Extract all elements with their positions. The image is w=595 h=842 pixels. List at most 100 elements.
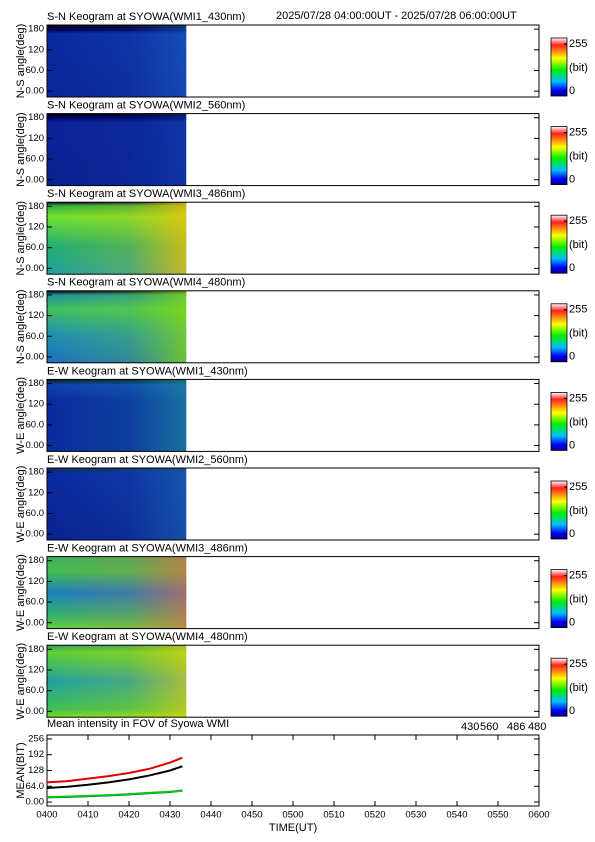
colorbar-tick-label: 0 [569, 705, 575, 717]
legend-entry: 486 [507, 721, 525, 733]
y-axis-label: W-E angle(deg) [15, 377, 27, 454]
keogram-image-shade [47, 290, 187, 363]
colorbar-label: (bit) [569, 62, 588, 74]
y-tick-label: 0.00 [26, 86, 45, 97]
y-tick-label: 192 [28, 749, 44, 760]
y-tick-label: 60.0 [26, 154, 45, 165]
y-tick-label: 60.0 [26, 331, 45, 342]
y-axis-label: W-E angle(deg) [15, 554, 27, 631]
y-tick-label: 64.0 [26, 781, 45, 792]
series-line [46, 765, 183, 790]
legend-entry: 430 [461, 721, 479, 733]
x-tick-label: 0400 [36, 810, 57, 821]
y-tick-label: 256 [28, 733, 44, 744]
plot-frame [46, 24, 540, 98]
y-tick-label: 180 [28, 112, 44, 123]
keogram-image-shade [47, 202, 187, 275]
colorbar-label: (bit) [569, 151, 588, 163]
plot-frame [46, 290, 540, 364]
y-tick-label: 120 [28, 222, 44, 233]
y-tick-label: 180 [28, 378, 44, 389]
colorbar-tick-label: 0 [569, 617, 575, 629]
x-tick-label: 0500 [282, 810, 303, 821]
colorbar-tick-label: 0 [569, 351, 575, 363]
y-tick-label: 0.00 [26, 263, 45, 274]
colorbar [550, 214, 568, 274]
panel-title: S-N Keogram at SYOWA(WMI2_560nm) [47, 100, 245, 112]
y-tick-label: 60.0 [26, 419, 45, 430]
colorbar-tick-label: 0 [569, 262, 575, 274]
y-tick-label: 0.00 [26, 706, 45, 717]
series-line [46, 756, 183, 784]
x-tick-label: 0430 [159, 810, 180, 821]
y-tick-label: 0.00 [26, 440, 45, 451]
plot-frame [46, 556, 540, 630]
x-tick-label: 0520 [364, 810, 385, 821]
colorbar-tick-label: 255 [569, 392, 587, 404]
y-tick-label: 128 [28, 765, 44, 776]
y-tick-label: 60.0 [26, 242, 45, 253]
y-axis-label: N-S angle(deg) [15, 24, 27, 99]
x-tick-label: 0600 [528, 810, 549, 821]
panel-title: E-W Keogram at SYOWA(WMI3_486nm) [47, 543, 248, 555]
y-tick-label: 0.00 [26, 797, 45, 808]
panel-title: S-N Keogram at SYOWA(WMI3_486nm) [47, 188, 245, 200]
colorbar-label: (bit) [569, 239, 588, 251]
panel-title: S-N Keogram at SYOWA(WMI4_480nm) [47, 277, 245, 289]
y-tick-label: 120 [28, 133, 44, 144]
colorbar [550, 480, 568, 540]
colorbar-tick-label: 255 [569, 570, 587, 582]
plot-frame [46, 201, 540, 275]
keogram-image-shade [47, 113, 187, 186]
keogram-image-shade [47, 379, 187, 452]
colorbar [550, 37, 568, 97]
y-tick-label: 120 [28, 487, 44, 498]
colorbar [550, 126, 568, 185]
y-tick-label: 0.00 [26, 529, 45, 540]
colorbar [550, 303, 568, 363]
y-axis-label: N-S angle(deg) [15, 290, 27, 365]
colorbar-label: (bit) [569, 416, 588, 428]
y-tick-label: 120 [28, 44, 44, 55]
y-axis-label: W-E angle(deg) [15, 643, 27, 720]
colorbar-label: (bit) [569, 682, 588, 694]
x-tick-label: 0410 [77, 810, 98, 821]
colorbar-tick-label: 255 [569, 658, 587, 670]
keogram-image-shade [47, 468, 187, 540]
y-tick-label: 60.0 [26, 597, 45, 608]
x-tick-label: 0450 [241, 810, 262, 821]
y-tick-label: 180 [28, 289, 44, 300]
legend-entry: 480 [528, 721, 546, 733]
y-tick-label: 180 [28, 24, 44, 35]
series-line [46, 789, 183, 799]
x-tick-label: 0510 [323, 810, 344, 821]
x-tick-label: 0540 [446, 810, 467, 821]
colorbar-tick-label: 255 [569, 215, 587, 227]
time-range: 2025/07/28 04:00:00UT - 2025/07/28 06:00… [276, 10, 517, 22]
panel-title: Mean intensity in FOV of Syowa WMI [47, 718, 229, 730]
plot-frame [46, 644, 540, 718]
panel-title: S-N Keogram at SYOWA(WMI1_430nm) [47, 11, 245, 23]
y-axis-label: MEAN(BIT) [15, 742, 27, 798]
plot-frame [46, 378, 540, 452]
y-tick-label: 0.00 [26, 351, 45, 362]
colorbar [550, 569, 568, 628]
x-tick-label: 0550 [487, 810, 508, 821]
colorbar-tick-label: 0 [569, 174, 575, 186]
y-tick-label: 0.00 [26, 174, 45, 185]
keogram-image-shade [47, 556, 187, 629]
y-axis-label: N-S angle(deg) [15, 112, 27, 187]
panel-title: E-W Keogram at SYOWA(WMI2_560nm) [47, 454, 248, 466]
y-tick-label: 180 [28, 201, 44, 212]
x-tick-label: 0440 [200, 810, 221, 821]
y-tick-label: 120 [28, 576, 44, 587]
plot-frame [46, 467, 540, 541]
colorbar-tick-label: 255 [569, 304, 587, 316]
y-tick-label: 180 [28, 555, 44, 566]
colorbar-label: (bit) [569, 594, 588, 606]
y-tick-label: 180 [28, 644, 44, 655]
y-tick-label: 120 [28, 665, 44, 676]
colorbar-tick-label: 255 [569, 38, 587, 50]
y-tick-label: 60.0 [26, 65, 45, 76]
